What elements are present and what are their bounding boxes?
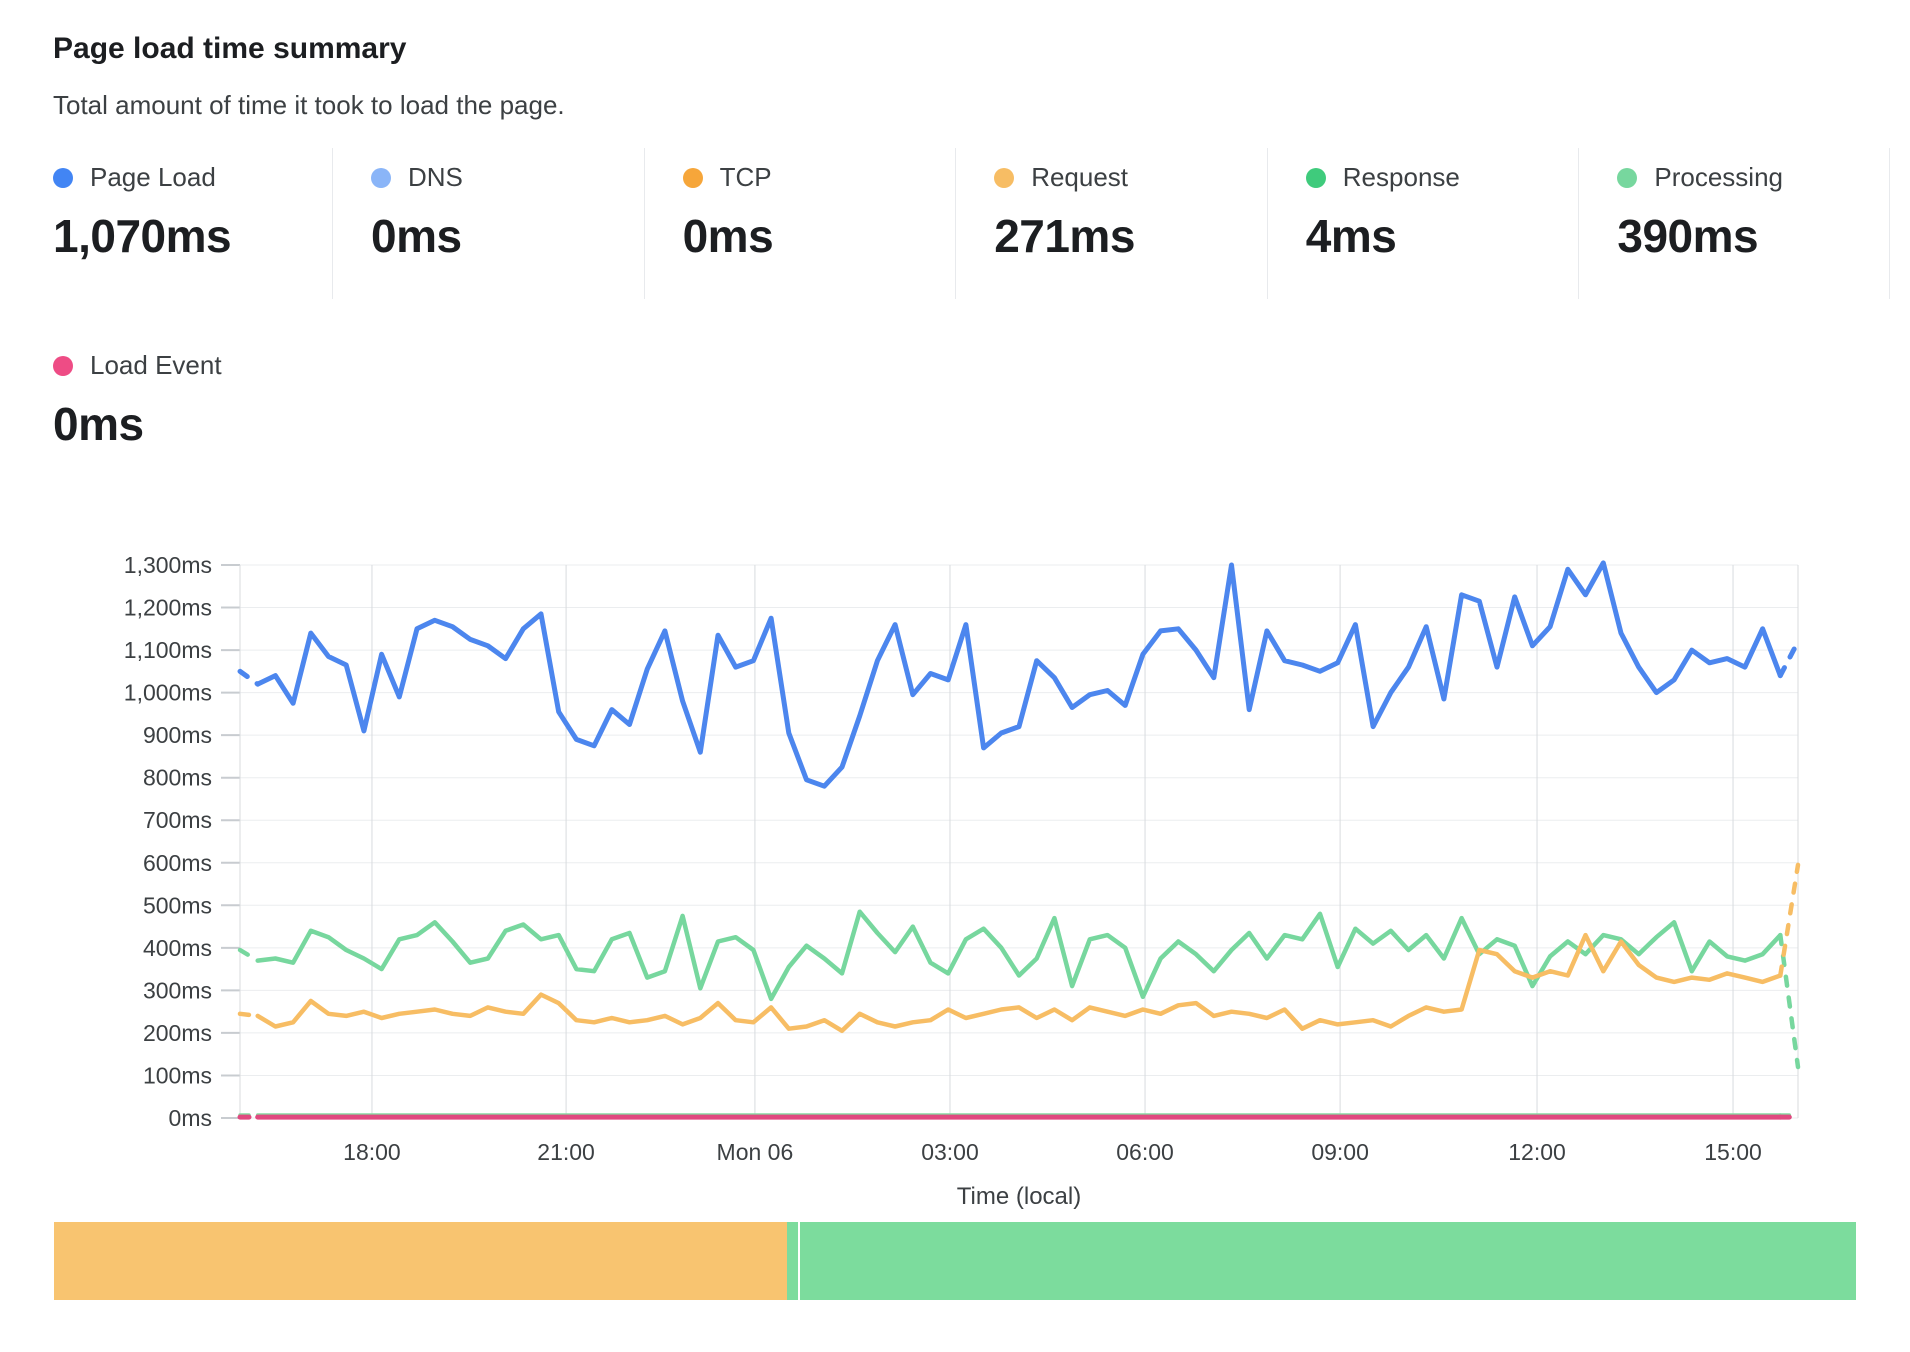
metrics-row-2: Load Event 0ms <box>53 336 332 487</box>
metric-label: Processing <box>1654 162 1783 192</box>
metric-value: 0ms <box>53 398 144 450</box>
x-axis-tick-label: Mon 06 <box>717 1139 794 1165</box>
metric-value: 1,070ms <box>53 210 232 262</box>
y-axis-tick-label: 600ms <box>143 850 212 876</box>
metric-dns[interactable]: DNS 0ms <box>332 148 644 299</box>
metric-value: 390ms <box>1617 210 1759 262</box>
series-line-request <box>255 932 1783 1034</box>
metric-label: Load Event <box>90 350 222 380</box>
y-axis-tick-label: 400ms <box>143 935 212 961</box>
x-axis-tick-label: 09:00 <box>1311 1139 1369 1165</box>
request-legend-dot <box>994 167 1015 188</box>
metrics-row: Page Load 1,070ms DNS 0ms TCP 0ms Reques… <box>53 148 1890 299</box>
metric-value: 0ms <box>371 210 462 262</box>
y-axis-tick-label: 700ms <box>143 807 212 833</box>
metric-label: TCP <box>719 162 772 192</box>
x-axis-tick-label: 12:00 <box>1508 1139 1566 1165</box>
y-axis-tick-label: 900ms <box>143 722 212 748</box>
tcp-legend-dot <box>682 167 703 188</box>
metric-load-event[interactable]: Load Event 0ms <box>53 336 332 487</box>
metric-value: 4ms <box>1305 210 1397 262</box>
metric-value: 0ms <box>682 210 774 262</box>
series-line-processing-dashed <box>237 947 260 963</box>
processing-legend-dot <box>1617 167 1638 188</box>
y-axis-tick-label: 100ms <box>143 1062 212 1088</box>
y-axis-tick-label: 1,000ms <box>124 680 212 706</box>
y-axis-tick-label: 200ms <box>143 1020 212 1046</box>
metric-request[interactable]: Request 271ms <box>955 148 1267 299</box>
page-title: Page load time summary <box>53 32 407 65</box>
timeline-segment-gap <box>798 1222 801 1300</box>
x-axis-tick-label: 18:00 <box>343 1139 401 1165</box>
series-line-request-dashed <box>1778 862 1801 978</box>
y-axis-tick-label: 1,200ms <box>124 595 212 621</box>
series-line-page-load <box>255 560 1783 789</box>
metric-page-load[interactable]: Page Load 1,070ms <box>53 148 332 299</box>
response-legend-dot <box>1305 167 1326 188</box>
series-line-page-load-dashed <box>1777 639 1801 679</box>
load-event-legend-dot <box>53 355 73 376</box>
metric-label: Page Load <box>90 162 216 192</box>
page-subtitle: Total amount of time it took to load the… <box>53 90 565 120</box>
y-axis-tick-label: 1,100ms <box>124 637 212 663</box>
x-axis-tick-label: 03:00 <box>921 1139 979 1165</box>
metric-label: DNS <box>408 162 463 192</box>
timeline-segment-processing-sliver[interactable] <box>787 1222 799 1300</box>
series-line-request-dashed <box>237 1011 260 1019</box>
x-axis-tick-label: 06:00 <box>1116 1139 1174 1165</box>
y-axis-tick-label: 800ms <box>143 765 212 791</box>
metric-label: Request <box>1031 162 1129 192</box>
timeline-segment-processing-period[interactable] <box>800 1222 1856 1300</box>
metric-processing[interactable]: Processing 390ms <box>1578 148 1890 299</box>
timeline-segment-request-period[interactable] <box>54 1222 788 1300</box>
metric-tcp[interactable]: TCP 0ms <box>643 148 956 299</box>
metric-value: 271ms <box>994 210 1135 262</box>
y-axis-tick-label: 300ms <box>143 977 212 1003</box>
series-line-page-load-dashed <box>237 668 261 687</box>
y-axis-tick-label: 1,300ms <box>124 552 212 578</box>
metric-label: Response <box>1342 162 1460 192</box>
x-axis-tick-label: 15:00 <box>1704 1139 1762 1165</box>
metric-response[interactable]: Response 4ms <box>1266 148 1579 299</box>
y-axis-tick-label: 0ms <box>169 1105 212 1131</box>
series-line-processing <box>255 909 1783 1002</box>
x-axis-title: Time (local) <box>957 1183 1081 1210</box>
x-axis-tick-label: 21:00 <box>537 1139 595 1165</box>
load-time-line-chart[interactable]: 1,300ms 1,200ms 1,100ms 1,000ms 900ms 800ms 70… <box>0 450 1910 1218</box>
dns-legend-dot <box>371 167 391 188</box>
y-axis-tick-label: 500ms <box>143 892 212 918</box>
timeline-selector-bar[interactable] <box>54 1222 1856 1300</box>
page-load-legend-dot <box>53 167 73 188</box>
series-line-processing-dashed <box>1778 932 1801 1070</box>
